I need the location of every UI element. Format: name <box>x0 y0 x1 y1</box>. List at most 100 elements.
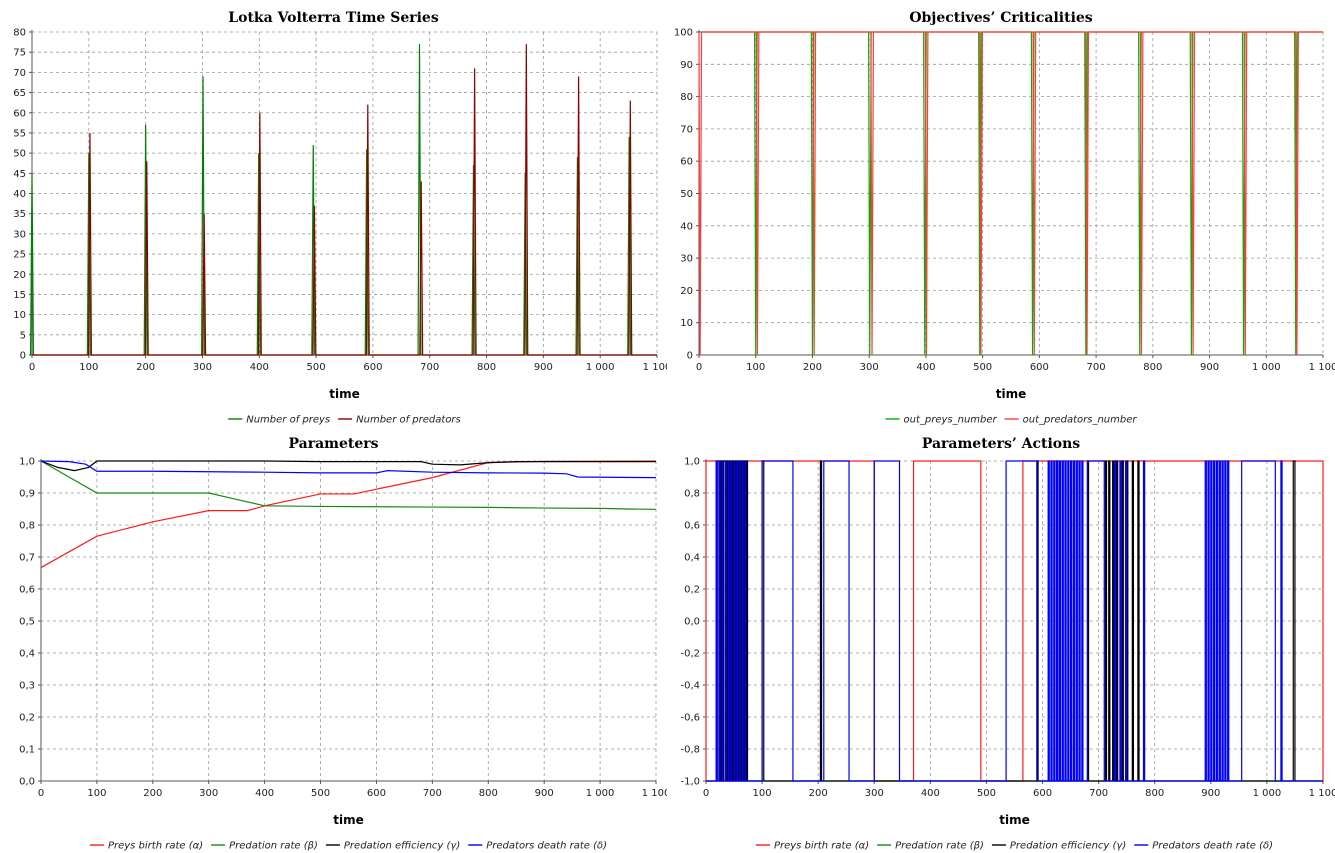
y-tick-label: 90 <box>680 60 693 71</box>
grid <box>705 460 1324 782</box>
legend-label: Predation efficiency (γ) <box>344 841 460 852</box>
y-tick-label: 45 <box>13 169 26 180</box>
x-tick-label: 1 000 <box>1253 788 1282 799</box>
y-tick-label: 0,6 <box>19 585 35 596</box>
legend-label: out_preys_number <box>903 415 997 426</box>
y-tick-label: -0,8 <box>680 745 700 756</box>
x-tick-label: 100 <box>746 362 765 373</box>
y-tick-label: 0,1 <box>19 745 35 756</box>
x-tick-label: 200 <box>143 788 162 799</box>
y-tick-label: 0 <box>687 351 693 362</box>
series-line-preys-birth-rate <box>40 460 657 569</box>
x-tick-label: 400 <box>921 788 940 799</box>
grid <box>698 31 1324 356</box>
chart-title: Lotka Volterra Time Series <box>228 10 439 26</box>
legend-label: Number of preys <box>246 415 330 426</box>
x-tick-label: 400 <box>255 788 274 799</box>
series-line-out-predators-number <box>698 31 1323 356</box>
y-tick-label: 40 <box>680 221 693 232</box>
y-tick-label: 0,8 <box>684 489 700 500</box>
x-tick-label: 900 <box>1200 362 1219 373</box>
x-tick-label: 500 <box>973 362 992 373</box>
y-tick-label: 60 <box>680 157 693 168</box>
x-tick-label: 900 <box>1201 788 1220 799</box>
y-tick-label: 0,0 <box>684 617 700 628</box>
legend-label: Predators death rate (δ) <box>1152 841 1273 852</box>
y-tick-label: 10 <box>680 318 693 329</box>
y-tick-label: 40 <box>13 189 26 200</box>
plot-area <box>705 460 1324 782</box>
y-tick-label: 1,0 <box>19 457 35 468</box>
y-tick-label: 0,5 <box>19 617 35 628</box>
x-tick-label: 700 <box>1087 362 1106 373</box>
y-tick-label: 5 <box>20 330 26 341</box>
legend: Number of preys Number of predators <box>228 415 461 426</box>
y-tick-label: -0,6 <box>680 713 700 724</box>
grid <box>31 31 658 356</box>
x-tick-label: 800 <box>477 362 496 373</box>
chart-panel-parameters: Parameters 0 100 200 300 400 500 600 700 800 900 1 … <box>0 428 667 853</box>
x-tick-label: 1 100 <box>642 788 667 799</box>
y-tick-label: 70 <box>13 68 26 79</box>
x-tick-label: 1 100 <box>1309 362 1335 373</box>
y-tick-label: -1,0 <box>680 777 700 788</box>
y-tick-label: 15 <box>13 290 26 301</box>
x-tick-label: 600 <box>363 362 382 373</box>
legend-label: Predation rate (β) <box>895 841 984 852</box>
x-tick-label: 200 <box>809 788 828 799</box>
series-line-predation-efficiency <box>40 460 656 472</box>
legend-label: Preys birth rate (α) <box>774 841 869 852</box>
legend: Preys birth rate (α) Predation rate (β) Pr… <box>755 841 1273 852</box>
legend-label: out_predators_number <box>1023 415 1138 426</box>
y-tick-label: 60 <box>13 108 26 119</box>
y-tick-label: 0,9 <box>19 489 35 500</box>
y-tick-label: 50 <box>680 189 693 200</box>
y-tick-label: 70 <box>680 124 693 135</box>
x-tick-label: 600 <box>1033 788 1052 799</box>
x-tick-label: 900 <box>534 362 553 373</box>
y-tick-label: 0,2 <box>19 713 35 724</box>
x-tick-label: 1 100 <box>643 362 667 373</box>
chart-title: Objectives’ Criticalities <box>909 10 1092 26</box>
x-tick-label: 1 000 <box>1252 362 1281 373</box>
x-tick-label: 100 <box>79 362 98 373</box>
x-tick-label: 700 <box>420 362 439 373</box>
legend-label: Number of predators <box>356 415 461 426</box>
y-tick-label: 1,0 <box>684 457 700 468</box>
y-tick-label: 80 <box>680 92 693 103</box>
x-tick-label: 500 <box>307 362 326 373</box>
chart-panel-criticalities: Objectives’ Criticalities 0 100 200 300 400 50… <box>667 0 1335 428</box>
x-tick-label: 600 <box>1030 362 1049 373</box>
series-line-number-of-preys <box>29 44 657 356</box>
chart-panel-parameters-actions: Parameters’ Actions 0 100 200 300 400 500 600 70… <box>667 428 1335 853</box>
y-tick-label: 0,4 <box>684 553 700 564</box>
legend-label: Predation rate (β) <box>229 841 318 852</box>
y-tick-label: 55 <box>13 128 26 139</box>
chart-title: Parameters’ Actions <box>922 436 1080 452</box>
x-tick-label: 500 <box>311 788 330 799</box>
x-tick-label: 0 <box>696 362 702 373</box>
x-tick-label: 300 <box>860 362 879 373</box>
legend: out_preys_number out_predators_number <box>885 415 1137 426</box>
x-tick-label: 1 000 <box>586 362 615 373</box>
x-axis-label: time <box>996 387 1027 401</box>
x-tick-label: 100 <box>753 788 772 799</box>
x-tick-label: 200 <box>803 362 822 373</box>
legend-label: Predation efficiency (γ) <box>1010 841 1126 852</box>
y-tick-label: 20 <box>13 270 26 281</box>
series-line-predators-death-rate <box>706 460 1323 782</box>
y-tick-label: 20 <box>680 286 693 297</box>
x-tick-label: 500 <box>977 788 996 799</box>
y-tick-label: 0,0 <box>19 777 35 788</box>
y-tick-label: -0,4 <box>680 681 700 692</box>
x-axis-label: time <box>333 813 364 827</box>
x-tick-label: 800 <box>1145 788 1164 799</box>
y-tick-label: 0,7 <box>19 553 35 564</box>
x-axis-label: time <box>329 387 360 401</box>
x-tick-label: 200 <box>136 362 155 373</box>
x-tick-label: 400 <box>916 362 935 373</box>
y-tick-label: 0,2 <box>684 585 700 596</box>
x-tick-label: 300 <box>865 788 884 799</box>
